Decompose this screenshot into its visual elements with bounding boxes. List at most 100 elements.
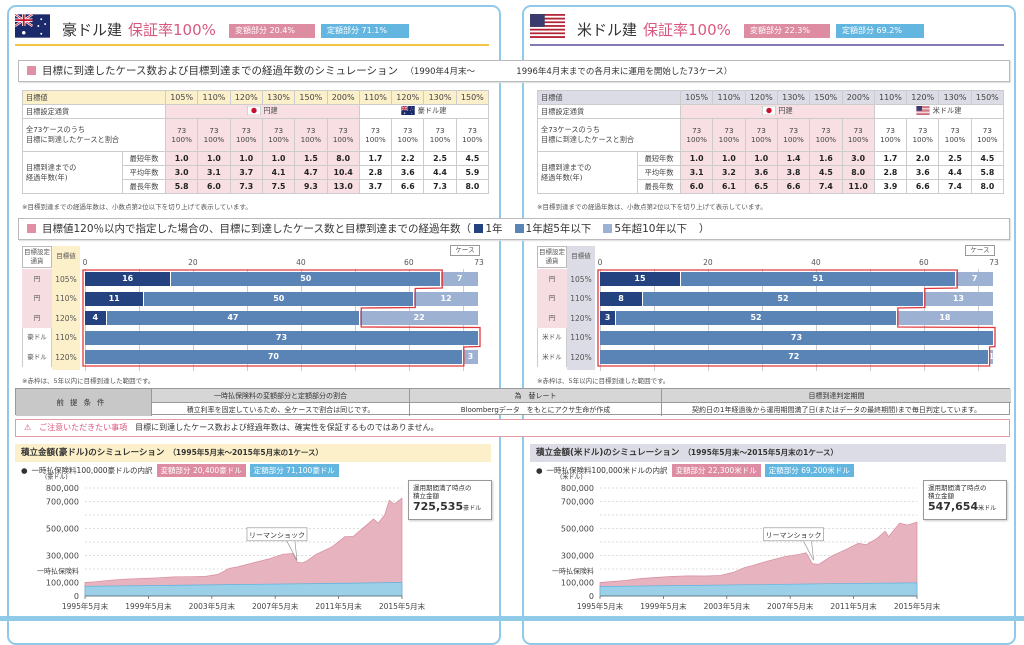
bar-section-title: 目標値120％以内で指定した場合の、目標に到達したケース数と目標到達までの経過年… [18,218,1010,240]
row-currency: 米ドル [537,327,567,348]
guarantee-rate: 保証率100% [643,21,731,39]
x-tick-label: 20 [188,258,198,267]
reach-count: 73 [982,126,992,135]
x-tick-label: 1999年5月末 [640,601,687,611]
premium-label: 一時払保険料 [552,567,594,576]
years-label-line: 目標到達までの [541,162,592,172]
years-value: 8.0 [455,179,490,194]
table-note: ※目標到達までの経過年数は、小数点第2位以下を切り上げて表示しています。 [22,203,252,211]
bar-segment: 73 [600,330,994,345]
row-currency: 円 [22,269,52,289]
x-tick-label: 2015年5月末 [379,601,426,611]
final-amount-value: 725,535 [413,500,464,513]
row-currency: 円 [537,288,567,309]
reach-cell: 73 100% [165,118,199,152]
legend-item: 1年 [474,223,503,235]
header-target: 目標値 [52,246,80,370]
reach-ratio: 100% [944,135,966,144]
bar-value-label: 4 [92,313,99,322]
area-chart: 0 100,000 300,000 500,000 700,000 800,000 一時払保… [37,473,426,611]
x-tick-label: 73 [474,258,484,267]
final-amount-callout: 運用期間満了時点の 積立金額 547,654米ドル [923,480,1007,520]
years-value: 6.1 [712,179,746,194]
premium-breakdown: ● 一時払保険料100,000豪ドルの内訳 変額部分 20,400豪ドル 定額部分 7… [21,464,339,477]
x-tick-label: 2007年5月末 [252,601,299,611]
legend-item: 5年超10年以下 [603,223,687,235]
product-title: 豪ドル建 保証率100% [62,19,216,40]
reach-ratio: 100% [235,135,257,144]
reach-ratio: 100% [268,135,289,144]
bar-value-label: 7 [971,274,978,283]
fixed-portion-area [84,582,403,597]
final-amount-unit: 米ドル [978,505,997,512]
area-title-text: 積立金額(米ドル)のシミュレーション [536,448,680,458]
breakdown-label: 一時払保険料100,000米ドルの内訳 [546,466,668,475]
bar-segment: 18 [896,311,994,325]
years-value: 8.0 [970,179,1005,194]
legend-item: 1年超5年以下 [514,223,592,235]
reach-label-line: 目標に到達したケースと割合 [26,135,120,144]
unit-label: ケース [965,245,995,256]
y-axis-unit: (米ドル) [560,473,583,481]
years-value: 4.1 [261,165,296,180]
reach-count: 73 [692,126,702,135]
fixed-amount-badge: 定額部分 71,100豪ドル [249,464,339,477]
reach-count: 73 [273,126,284,135]
years-label: 目標到達までの 経過年数(年) [22,151,123,194]
bar-value-label: 3 [604,313,611,322]
australia-flag-icon [14,13,50,42]
bar-title-end: ） [698,223,710,235]
bar-segment: 51 [680,272,957,286]
simulation-section-title: 目標に到達したケース数および目標到達までの経過年数のシミュレーション （1990… [18,60,1010,82]
y-tick-label: 800,000 [561,484,594,493]
bar-segment: 52 [643,291,924,306]
reach-ratio: 100% [718,135,740,144]
y-tick-label: 300,000 [46,552,79,561]
bar-value-label: 3 [467,352,474,361]
years-label-line: 経過年数(年) [26,172,68,182]
y-tick-label: 500,000 [46,525,79,534]
years-value: 8.0 [326,151,360,166]
x-tick-label: 1995年5月末 [577,601,624,611]
reach-cell: 73 100% [809,118,843,152]
years-value: 7.3 [423,179,457,194]
bar-segment: 3 [600,311,617,325]
table-wrap: 目標値 105% 110% 120% 130% 150% 200% 110% 120% 130% 1… [536,90,1005,194]
reach-count: 73 [950,126,960,135]
reach-ratio: 100% [912,135,934,144]
bar-note: ※赤枠は、5年以内に目標到達した範囲です。 [22,377,155,385]
row-target: 120% [55,352,77,362]
row-currency: 米ドル [537,347,567,367]
fixed-badge: 定額部分 71.1% [321,24,409,38]
conditions-header: 一時払保険料の変額部分と定額部分の割合 [151,389,409,402]
row-currency: 円 [537,308,567,328]
callout-line: 積立金額 [928,492,954,500]
years-value: 3.0 [165,165,199,180]
reach-count: 73 [370,126,381,135]
conditions-header: 目標到達判定期間 [661,389,1011,402]
legend-swatch [474,224,484,233]
bar-segment: 13 [923,291,994,306]
unit-label: ケース [450,245,480,256]
x-tick-label: 2003年5月末 [704,601,751,611]
bar-value-label: 52 [750,313,762,322]
simulation-period-start: （1990年4月末～ [405,67,475,77]
row-currency: 円 [22,288,52,309]
variable-amount-badge: 変額部分 22,300米ドル [671,464,761,477]
years-value: 9.3 [294,179,328,194]
y-tick-label: 700,000 [561,498,594,507]
x-tick-label: 2015年5月末 [894,601,941,611]
legend-label: 5年超10年以下 [614,223,687,235]
table-row: 全73ケースのうち 目標に到達したケースと割合 73 100% 73 100% 73 100%… [21,118,490,152]
guarantee-rate: 保証率100% [128,21,216,39]
premium-label: 一時払保険料 [37,567,79,576]
conditions-value: 契約日の1年経過後から運用期間満了日(またはデータの最終期間)まで毎日判定してい… [661,402,1011,416]
total-amount-area [84,497,403,597]
bar-segment: 1 [988,350,994,364]
bar-segment: 50 [171,272,442,286]
bar-segment: 4 [85,311,107,325]
aud-panel-content: 豪ドル建 保証率100% 変額部分 20.4% 定額部分 71.1% 目標値 105% 11… [7,0,501,621]
legend-label: 1年超5年以下 [525,223,592,235]
row-target: 110% [570,294,592,303]
bar-value-label: 16 [122,274,134,283]
